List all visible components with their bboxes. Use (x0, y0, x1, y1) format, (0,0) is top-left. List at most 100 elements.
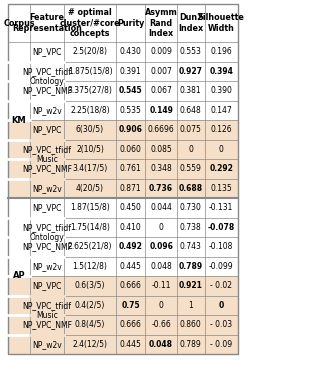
Bar (8, 335, 238, 354)
Text: 0.085: 0.085 (150, 145, 172, 154)
Bar (8, 237, 238, 256)
Text: 0.736: 0.736 (149, 184, 173, 193)
Text: 0: 0 (159, 223, 163, 232)
Text: 0.906: 0.906 (119, 125, 142, 134)
Bar (8, 198, 238, 217)
Text: NP_w2v: NP_w2v (32, 184, 62, 193)
Text: NP_VPC_tfidf: NP_VPC_tfidf (23, 223, 72, 232)
Text: 0.060: 0.060 (120, 145, 142, 154)
Text: 0.688: 0.688 (179, 184, 203, 193)
Text: Feature
Representation: Feature Representation (12, 13, 82, 33)
Text: Ontology: Ontology (30, 77, 65, 86)
Text: -0.108: -0.108 (209, 242, 233, 251)
Text: 1.5(12/8): 1.5(12/8) (73, 262, 107, 271)
Bar (8, 120, 238, 140)
Text: 0.096: 0.096 (149, 242, 173, 251)
Bar (8, 315, 238, 335)
Text: 0.292: 0.292 (209, 164, 233, 173)
Text: NP_VPC: NP_VPC (32, 125, 62, 134)
Text: 0.666: 0.666 (120, 320, 142, 329)
Text: 0.6(3/5): 0.6(3/5) (75, 281, 105, 290)
Text: 0.559: 0.559 (180, 164, 202, 173)
Text: Corpus: Corpus (3, 19, 35, 28)
Text: 0.4(2/5): 0.4(2/5) (75, 301, 105, 310)
Text: 0.410: 0.410 (120, 223, 142, 232)
Bar (8, 100, 238, 120)
Bar (8, 42, 238, 61)
Text: 0.445: 0.445 (120, 340, 142, 349)
Text: NP_VPC_tfidf: NP_VPC_tfidf (23, 301, 72, 310)
Text: 0.048: 0.048 (150, 262, 172, 271)
Text: 0.8(4/5): 0.8(4/5) (75, 320, 105, 329)
Text: 0.348: 0.348 (150, 164, 172, 173)
Text: Asymm
Rand
Index: Asymm Rand Index (145, 8, 177, 38)
Text: 0.007: 0.007 (150, 67, 172, 76)
Text: 0.067: 0.067 (150, 86, 172, 95)
Text: 0.730: 0.730 (180, 203, 202, 212)
Text: - 0.03: - 0.03 (210, 320, 232, 329)
Text: Dun2
Index: Dun2 Index (178, 13, 203, 33)
Text: 0.430: 0.430 (120, 47, 142, 56)
Text: 0.789: 0.789 (179, 262, 203, 271)
Text: NP_VPC: NP_VPC (32, 281, 62, 290)
Text: NP_VPC_NMF: NP_VPC_NMF (22, 164, 72, 173)
Bar (8, 159, 238, 179)
Text: -0.11: -0.11 (151, 281, 171, 290)
Text: 2(10/5): 2(10/5) (76, 145, 104, 154)
Text: 0.738: 0.738 (180, 223, 202, 232)
Text: 3.4(17/5): 3.4(17/5) (73, 164, 108, 173)
Text: AP: AP (13, 272, 25, 280)
Text: 0: 0 (159, 301, 163, 310)
Text: Music: Music (36, 154, 58, 163)
Text: Music: Music (36, 310, 58, 319)
Text: NP_VPC_NMF: NP_VPC_NMF (22, 320, 72, 329)
Text: 0.196: 0.196 (211, 47, 232, 56)
Text: 0.553: 0.553 (180, 47, 202, 56)
Text: 0.648: 0.648 (180, 106, 202, 115)
Text: 1.75(14/8): 1.75(14/8) (70, 223, 110, 232)
Text: -0.66: -0.66 (151, 320, 171, 329)
Text: 0.492: 0.492 (119, 242, 142, 251)
Text: 0.394: 0.394 (209, 67, 233, 76)
Bar (8, 140, 238, 159)
Text: 0.149: 0.149 (149, 106, 173, 115)
Text: 0.044: 0.044 (150, 203, 172, 212)
Text: # optimal
cluster/#core
concepts: # optimal cluster/#core concepts (60, 8, 120, 38)
Text: 0.545: 0.545 (119, 86, 142, 95)
Text: 0.126: 0.126 (211, 125, 232, 134)
Bar (8, 61, 238, 81)
Text: 6(30/5): 6(30/5) (76, 125, 104, 134)
Text: KM: KM (12, 116, 26, 124)
Bar (8, 256, 238, 276)
Text: NP_VPC_NMF: NP_VPC_NMF (22, 242, 72, 251)
Text: 0.75: 0.75 (121, 301, 140, 310)
Text: 0.743: 0.743 (180, 242, 202, 251)
Text: - 0.02: - 0.02 (210, 281, 232, 290)
Text: - 0.09: - 0.09 (210, 340, 232, 349)
Text: 0.860: 0.860 (180, 320, 202, 329)
Text: 0: 0 (219, 145, 224, 154)
Text: 2.25(18/8): 2.25(18/8) (70, 106, 110, 115)
Text: 1.875(15/8): 1.875(15/8) (68, 67, 112, 76)
Bar (8, 296, 238, 315)
Bar (8, 276, 238, 296)
Text: 0.666: 0.666 (120, 281, 142, 290)
Text: 0.381: 0.381 (180, 86, 202, 95)
Text: 0.6696: 0.6696 (148, 125, 175, 134)
Text: NP_w2v: NP_w2v (32, 106, 62, 115)
Text: Ontology: Ontology (30, 233, 65, 242)
Text: NP_VPC_NMF: NP_VPC_NMF (22, 86, 72, 95)
Text: 0: 0 (188, 145, 193, 154)
Text: NP_w2v: NP_w2v (32, 340, 62, 349)
Text: NP_VPC_tfidf: NP_VPC_tfidf (23, 67, 72, 76)
Text: 0.075: 0.075 (180, 125, 202, 134)
Bar (8, 217, 238, 237)
Text: -0.131: -0.131 (209, 203, 233, 212)
Text: 0.445: 0.445 (120, 262, 142, 271)
Text: 4(20/5): 4(20/5) (76, 184, 104, 193)
Text: 0.009: 0.009 (150, 47, 172, 56)
Text: 0.391: 0.391 (120, 67, 142, 76)
Text: 0.921: 0.921 (179, 281, 203, 290)
Text: 0.390: 0.390 (210, 86, 232, 95)
Text: Purity: Purity (117, 19, 144, 28)
